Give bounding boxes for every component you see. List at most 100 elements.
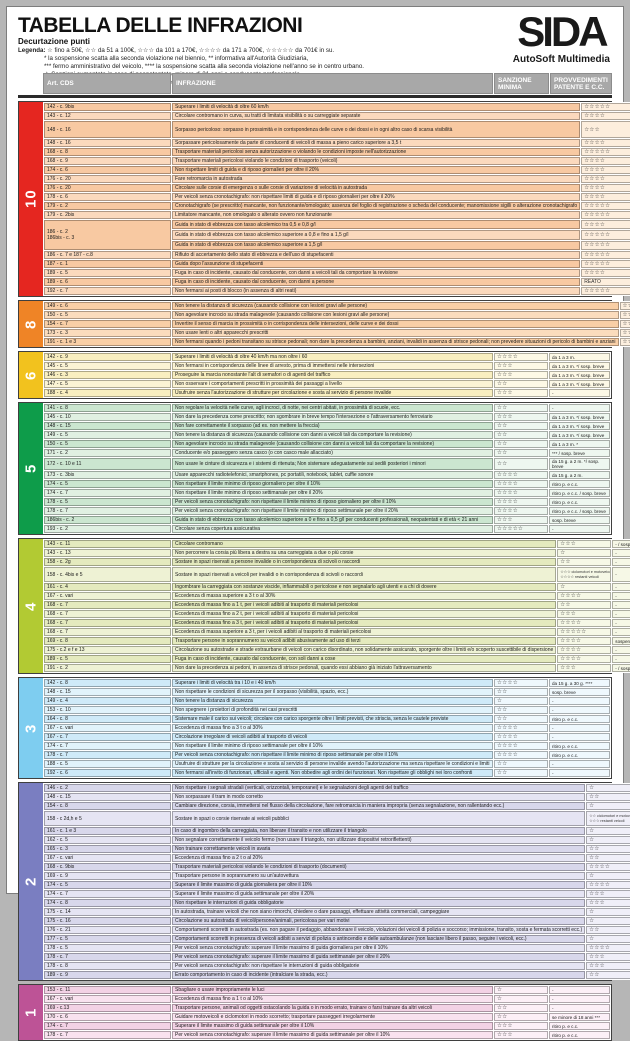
infraction-cell: Guida in stato di ebbrezza con tasso alc… — [172, 240, 581, 250]
art-cell: 174 - c. 5 — [44, 480, 171, 488]
infraction-cell: Circolare contromano in curva, su tratti… — [172, 112, 581, 120]
table-row: 174 - c. 7 Non rispettare il limite minim… — [44, 742, 610, 750]
table-row: 188 - c. 4 Usufruire senza l'autorizzazio… — [44, 389, 610, 397]
section-rows: 142 - c. 8 Superare i limiti di velocità … — [43, 678, 611, 778]
infraction-cell: Non regolare la velocità nelle curve, ag… — [172, 404, 493, 412]
infraction-cell: Non rispettare i segnali stradali (verti… — [172, 784, 586, 792]
sanction-cell: ☆ — [586, 802, 630, 810]
infraction-cell: Superare i limiti di velocità di oltre 4… — [172, 353, 493, 361]
points-band: 2 — [19, 783, 43, 980]
infraction-cell: Sostare in spazi o corsie riservate ai v… — [172, 811, 586, 826]
infraction-cell: Guida in stato di ebbrezza con tasso alc… — [172, 220, 581, 230]
infraction-cell: Non agevolare incrocio su strada malagev… — [172, 440, 493, 448]
infraction-cell: Comportamenti scorretti in autostrada (e… — [172, 926, 586, 934]
sanction-cell: ☆ — [586, 917, 630, 925]
sanction-cell: ☆☆☆ — [586, 953, 630, 961]
art-cell: 169 - c.13 — [44, 1004, 171, 1012]
provision-cell: - — [612, 655, 630, 663]
infraction-cell: Comportamenti scorretti in presenza di v… — [172, 935, 586, 943]
infraction-cell: Guida in stato di ebbrezza con tasso alc… — [172, 516, 493, 524]
table-row: 174 - c. 6 Non rispettare limiti di guida… — [44, 166, 630, 174]
provision-cell: - / sosp. breve — [612, 540, 630, 548]
section-rows: 153 - c. 11 Sbagliare o usare impropriame… — [43, 985, 611, 1040]
sanction-cell: ☆☆☆ — [494, 1022, 548, 1030]
table-row: 170 - c. 6 Guidare motoveicoli e ciclomot… — [44, 1013, 610, 1021]
table-row: 187 - c. 1 Guida dopo l'assunzione di stu… — [44, 260, 630, 268]
art-cell: 167 - c. vari — [44, 995, 171, 1003]
infraction-cell: Eccedenza di massa superiore a 3 t, per … — [172, 628, 557, 636]
sanction-cell: ☆☆☆ — [581, 121, 630, 138]
sanction-cell: ☆☆☆☆☆ — [557, 628, 612, 636]
art-cell: 170 - c. 6 — [44, 1013, 171, 1021]
sanction-cell: ☆ — [557, 583, 612, 591]
table-row: 173 - c. 3bis Usare apparecchi radiotelef… — [44, 471, 610, 479]
table-row: 161 - c. 1 e 3 In caso di ingombro della … — [44, 827, 630, 835]
sanction-cell: ☆☆☆☆ — [586, 944, 630, 952]
table-row: 178 - c. 7 Per veicoli senza cronotachigr… — [44, 751, 610, 759]
sanction-cell: ☆☆ — [494, 769, 548, 777]
sanction-cell: ☆☆☆☆ — [494, 471, 548, 479]
table-row: 192 - c. 6 Non fermarsi all'invito di fun… — [44, 769, 610, 777]
table-row: 175 - c. 14 In autostrada, trainare veico… — [44, 908, 630, 916]
points-band: 6 — [19, 352, 43, 398]
section-rows: 146 - c. 2 Non rispettare i segnali strad… — [43, 783, 630, 980]
infraction-cell: Per veicoli senza cronotachigrafo: non r… — [172, 193, 581, 201]
provision-cell: ritiro p. e c.c. — [549, 480, 610, 488]
table-row: 179 - c. 2 Cronotachigrafo (se prescritto… — [44, 202, 630, 210]
table-row: 178 - c. 5 Per veicoli senza cronotachigr… — [44, 944, 630, 952]
sanction-cell: ☆☆☆☆☆ — [581, 287, 630, 295]
sanction-cell: ☆☆☆ — [494, 371, 548, 379]
infraction-cell: Usare apparecchi radiotelefonici, smartp… — [172, 471, 493, 479]
table-row: 189 - c. 6 Fuga in caso di incidente, cau… — [44, 278, 630, 286]
header-divider-rule — [18, 95, 612, 98]
provision-cell: sosp. breve — [549, 516, 610, 524]
table-row: 158 - c. 2g Sostare in spazi riservati a … — [44, 558, 630, 566]
infraction-cell: Guidare motoveicoli e ciclomotori in mod… — [172, 1013, 493, 1021]
infraction-cell: In caso di ingombro della carreggiata, n… — [172, 827, 586, 835]
sanction-cell: ☆☆☆☆ — [619, 311, 630, 319]
art-cell: 179 - c. 2bis — [44, 211, 171, 219]
art-cell: 175 - c. 16 — [44, 917, 171, 925]
infraction-cell: Non rispettare il limite minimo di ripos… — [172, 489, 493, 497]
art-cell: 178 - c. 7 — [44, 953, 171, 961]
table-row: 174 - c. 5 Superare il limite massimo di … — [44, 881, 630, 889]
legend-stars: ☆ fino a 50€, ☆☆ da 51 a 100€, ☆☆☆ da 10… — [47, 47, 335, 54]
table-row: 174 - c. 7 Non rispettare il limite minim… — [44, 489, 610, 497]
points-section-8: 8 149 - c. 6 Non tenere la distanza di sic… — [18, 300, 630, 348]
art-cell: 149 - c. 5 — [44, 431, 171, 439]
table-row: 167 - c. vari Eccedenza di massa fino a 3… — [44, 724, 610, 732]
table-row: 147 - c. 5 Non osservare i comportamenti … — [44, 380, 610, 388]
infraction-cell: Non osservare i comportamenti prescritti… — [172, 380, 493, 388]
art-cell: 150 - c. 5 — [44, 440, 171, 448]
sanction-cell: ☆ — [586, 836, 630, 844]
table-row: 165 - c. 3 Non trainare correttamente vei… — [44, 845, 630, 853]
sanction-cell: ☆☆☆ — [586, 962, 630, 970]
provision-cell: *** / sosp. breve — [549, 449, 610, 457]
infraction-cell: Non fermarsi all'invito di funzionari, u… — [172, 769, 493, 777]
provision-cell: da 1 a 3 m. */ sosp. breve — [549, 413, 610, 421]
sanction-cell: ☆☆ — [494, 440, 548, 448]
infraction-cell: Non trainare correttamente veicoli in av… — [172, 845, 586, 853]
sanction-cell: ☆☆☆☆ — [581, 139, 630, 147]
art-cell: 169 - c. 9 — [44, 872, 171, 880]
table-row: 168 - c. 7 Eccedenza di massa fino a 3 t,… — [44, 619, 630, 627]
infraction-cell: Errato comportamento in caso di incident… — [172, 971, 586, 979]
art-cell: 148 - c. 15 — [44, 793, 171, 801]
table-row: 145 - c. 10 Non dare la precedenza come p… — [44, 413, 610, 421]
table-row: 154 - c. 8 Cambiare direzione, corsia, im… — [44, 802, 630, 810]
table-row: 192 - c. 7 Non fermarsi ai posti di blocc… — [44, 287, 630, 295]
sanction-cell: ☆☆☆ — [494, 413, 548, 421]
table-row: 150 - c. 5 Non agevolare incrocio su stra… — [44, 440, 610, 448]
art-cell: 174 - c. 5 — [44, 881, 171, 889]
table-row: 174 - c. 5 Non rispettare il limite minim… — [44, 480, 610, 488]
infraction-cell: Limitatore mancante, non omologato o alt… — [172, 211, 581, 219]
art-cell: 193 - c. 2 — [44, 525, 171, 533]
sanction-cell: ☆☆ — [557, 601, 612, 609]
infraction-cell: Eccedenza di massa fino a 1 t, per i vei… — [172, 601, 557, 609]
art-cell: 153 - c. 10 — [44, 706, 171, 714]
provision-cell: - — [612, 628, 630, 636]
table-row: 177 - c. 5 Comportamenti scorretti in pre… — [44, 935, 630, 943]
art-cell: 192 - c. 7 — [44, 287, 171, 295]
infraction-cell: Per veicoli senza cronotachigrafo: super… — [172, 1031, 493, 1039]
sanction-cell: ☆☆☆☆ — [581, 175, 630, 183]
